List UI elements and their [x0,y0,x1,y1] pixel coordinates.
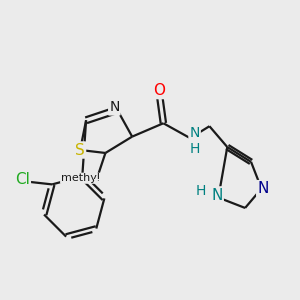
Text: Cl: Cl [15,172,30,188]
Text: N: N [211,188,223,203]
Text: S: S [75,142,85,158]
Text: methyl: methyl [78,176,83,177]
Text: O: O [153,83,165,98]
Text: methyl: methyl [94,179,99,180]
Text: H: H [196,184,206,198]
Text: N
H: N H [189,126,200,156]
Text: N: N [109,100,119,115]
Text: N: N [257,181,268,196]
Text: methyl: methyl [61,173,100,183]
Text: N: N [211,188,223,203]
